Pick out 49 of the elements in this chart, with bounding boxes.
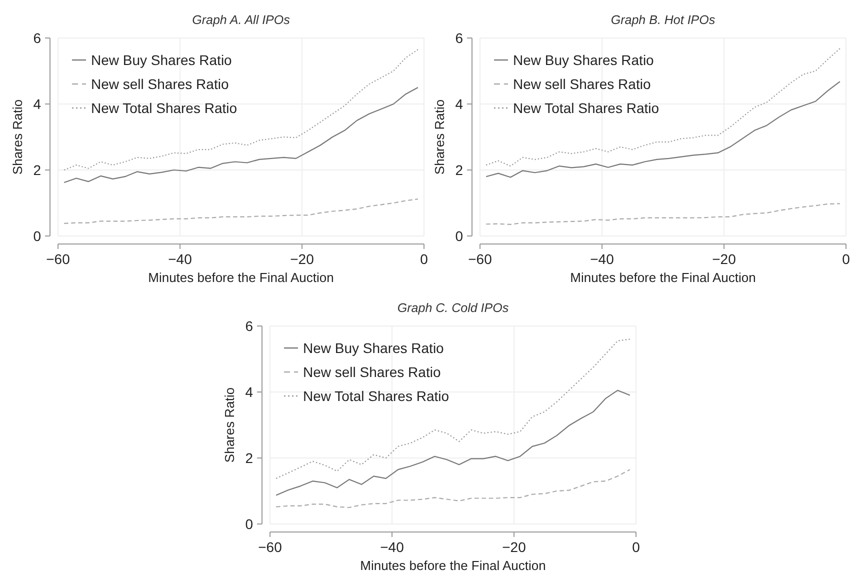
- line-series: [486, 48, 840, 167]
- x-tick-label: −60: [46, 251, 70, 267]
- legend-label: New Total Shares Ratio: [91, 100, 238, 116]
- line-series: [276, 338, 630, 480]
- x-tick-label: −40: [168, 251, 192, 267]
- x-tick-label: 0: [842, 251, 850, 267]
- x-tick-label: −20: [712, 251, 736, 267]
- y-axis-title: Shares Ratio: [10, 99, 25, 175]
- x-tick-label: −60: [258, 539, 282, 555]
- line-series: [64, 198, 418, 224]
- legend-label: New Buy Shares Ratio: [513, 52, 654, 68]
- y-tick-label: 4: [33, 96, 42, 112]
- legend-label: New sell Shares Ratio: [91, 76, 229, 92]
- x-axis-title: Minutes before the Final Auction: [148, 270, 334, 285]
- legend-label: New Buy Shares Ratio: [91, 52, 232, 68]
- x-tick-label: −60: [468, 251, 492, 267]
- y-tick-label: 6: [245, 318, 254, 334]
- x-tick-label: 0: [632, 539, 640, 555]
- y-tick-label: 2: [33, 162, 42, 178]
- y-tick-label: 4: [245, 384, 254, 400]
- chart-title: Graph A. All IPOs: [192, 13, 290, 27]
- legend-label: New Buy Shares Ratio: [303, 340, 444, 356]
- line-series: [276, 469, 630, 508]
- y-tick-label: 6: [33, 30, 42, 46]
- legend-label: New sell Shares Ratio: [513, 76, 651, 92]
- x-axis-title: Minutes before the Final Auction: [570, 270, 756, 285]
- y-axis-title: Shares Ratio: [432, 99, 447, 175]
- legend-label: New Total Shares Ratio: [513, 100, 660, 116]
- y-tick-label: 0: [455, 228, 464, 244]
- x-tick-label: −40: [380, 539, 404, 555]
- line-series: [276, 390, 630, 496]
- y-tick-label: 6: [455, 30, 464, 46]
- y-axis-title: Shares Ratio: [222, 387, 237, 463]
- line-series: [64, 49, 418, 171]
- x-tick-label: −40: [590, 251, 614, 267]
- x-tick-label: −20: [290, 251, 314, 267]
- y-tick-label: 2: [455, 162, 464, 178]
- legend-label: New Total Shares Ratio: [303, 388, 450, 404]
- x-axis-title: Minutes before the Final Auction: [360, 558, 546, 573]
- y-tick-label: 0: [245, 516, 254, 532]
- y-tick-label: 4: [455, 96, 464, 112]
- y-tick-label: 2: [245, 450, 254, 466]
- chart-title: Graph C. Cold IPOs: [397, 301, 509, 315]
- x-tick-label: 0: [420, 251, 428, 267]
- legend-label: New sell Shares Ratio: [303, 364, 441, 380]
- x-tick-label: −20: [502, 539, 526, 555]
- y-tick-label: 0: [33, 228, 42, 244]
- line-series: [486, 203, 840, 225]
- chart-title: Graph B. Hot IPOs: [610, 13, 716, 27]
